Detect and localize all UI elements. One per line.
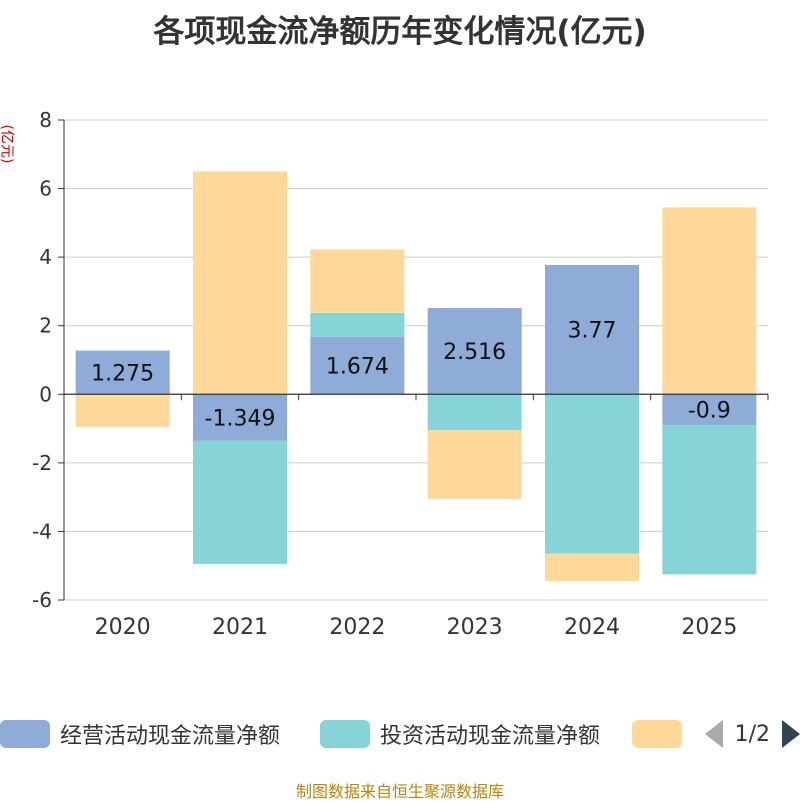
legend-item-financing[interactable] <box>632 716 682 752</box>
x-tick-label-2023: 2023 <box>447 615 503 640</box>
y-tick-label-4: 4 <box>39 245 52 269</box>
bar-investing-2023 <box>427 394 522 431</box>
legend-swatch-financing <box>632 720 682 748</box>
data-label-operating-2025: -0.9 <box>688 399 731 424</box>
chart-title: 各项现金流净额历年变化情况(亿元) <box>153 14 647 50</box>
bar-financing-2024 <box>545 553 639 582</box>
legend-swatch-operating <box>0 720 50 748</box>
legend-label-operating: 经营活动现金流量净额 <box>60 724 281 749</box>
legend-pager: 1/2 <box>704 716 800 752</box>
legend-label-investing: 投资活动现金流量净额 <box>380 724 601 749</box>
legend-swatch-investing <box>320 720 370 748</box>
legend: 经营活动现金流量净额 投资活动现金流量净额 <box>0 716 800 756</box>
y-tick-label--6: -6 <box>32 588 52 612</box>
bar-operating-2020 <box>75 350 170 395</box>
bar-investing-2025 <box>662 425 757 575</box>
data-label-operating-2023: 2.516 <box>443 340 506 365</box>
legend-item-operating[interactable]: 经营活动现金流量净额 <box>0 716 280 752</box>
x-tick-label-2021: 2021 <box>212 615 268 640</box>
bar-operating-2022 <box>310 336 405 395</box>
bar-financing-2025 <box>662 207 757 395</box>
data-source-note: 制图数据来自恒生聚源数据库 <box>295 782 504 801</box>
data-label-operating-2024: 3.77 <box>568 319 617 344</box>
legend-page-indicator: 1/2 <box>734 721 770 747</box>
x-tick-label-2025: 2025 <box>681 615 737 640</box>
bar-operating-2025 <box>662 394 757 426</box>
x-tick-label-2022: 2022 <box>329 615 385 640</box>
bar-financing-2020 <box>75 394 170 427</box>
bar-financing-2023 <box>427 430 522 499</box>
y-tick-label-0: 0 <box>39 382 52 406</box>
y-tick-label-6: 6 <box>39 177 52 201</box>
legend-item-investing[interactable]: 投资活动现金流量净额 <box>320 716 600 752</box>
y-tick-label--4: -4 <box>32 519 52 543</box>
x-tick-label-2020: 2020 <box>95 615 151 640</box>
y-tick-label-2: 2 <box>39 314 52 338</box>
bar-investing-2021 <box>193 440 287 564</box>
bar-operating-2023 <box>427 308 522 395</box>
x-tick-label-2024: 2024 <box>564 615 620 640</box>
legend-prev-page-icon[interactable] <box>704 720 723 748</box>
data-label-operating-2020: 1.275 <box>91 361 154 386</box>
y-tick-label--2: -2 <box>32 451 52 475</box>
data-label-operating-2022: 1.674 <box>326 355 389 380</box>
bar-operating-2021 <box>193 394 287 441</box>
bar-operating-2024 <box>545 265 639 395</box>
y-tick-label-8: 8 <box>39 108 52 132</box>
bar-investing-2024 <box>545 394 639 554</box>
legend-next-page-icon[interactable] <box>782 720 800 748</box>
bar-investing-2022 <box>310 312 405 337</box>
bar-financing-2021 <box>193 171 287 395</box>
data-label-operating-2021: -1.349 <box>205 406 276 431</box>
bar-financing-2022 <box>310 249 405 313</box>
